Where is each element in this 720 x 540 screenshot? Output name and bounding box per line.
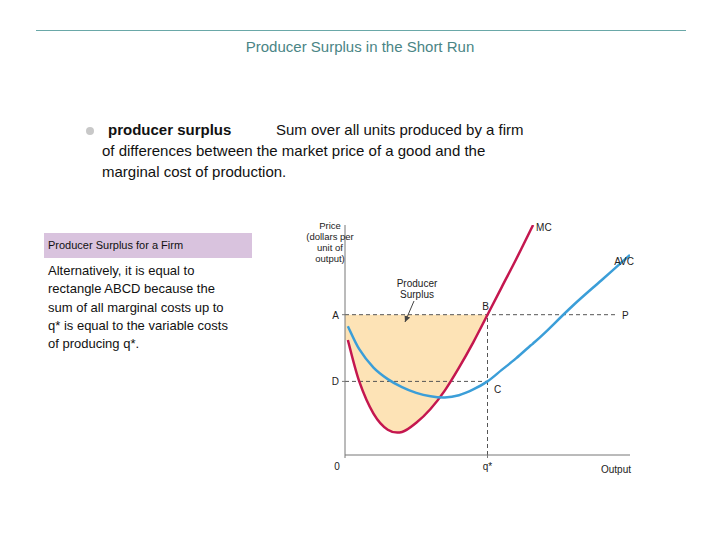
series-label: MC xyxy=(536,222,552,233)
x-tick xyxy=(487,455,488,458)
plot-area xyxy=(345,225,630,455)
point-label: B xyxy=(482,301,489,312)
slide-title: Producer Surplus in the Short Run xyxy=(0,38,720,55)
y-tick xyxy=(342,381,345,382)
area-label: Producer xyxy=(397,278,438,289)
box-text: rectangle ABCD because the xyxy=(48,281,215,296)
series-label: AVC xyxy=(614,256,634,267)
box-text: Alternatively, it is equal to xyxy=(48,263,194,278)
area-label: Surplus xyxy=(400,289,434,300)
bullet-term: producer surplus xyxy=(108,121,231,138)
series-line xyxy=(348,255,630,398)
top-rule xyxy=(36,30,686,31)
x-tick-label: q* xyxy=(483,461,493,472)
x-tick xyxy=(345,455,346,458)
chart: A D 0 q* Price(dollars perunit ofoutput) Outp… xyxy=(0,0,720,540)
avc-level-line xyxy=(345,381,488,382)
y-tick-label: A xyxy=(332,310,339,321)
bullet-definition: marginal cost of production. xyxy=(102,163,286,180)
y-axis-label: Price xyxy=(319,220,341,231)
y-axis-label: (dollars per xyxy=(306,231,354,242)
price-label: P xyxy=(622,310,629,321)
box-heading: Producer Surplus for a Firm xyxy=(44,233,252,258)
x-axis-label: Output xyxy=(601,464,631,475)
series-line xyxy=(348,225,533,433)
bullet-definition: of differences between the market price … xyxy=(102,142,485,159)
x-tick-label: 0 xyxy=(334,461,340,472)
y-tick-label: D xyxy=(332,376,339,387)
quantity-line xyxy=(487,315,488,455)
price-line xyxy=(345,314,615,315)
producer-surplus-area xyxy=(345,315,488,433)
y-axis-label: unit of xyxy=(317,242,343,253)
annotation-arrow xyxy=(405,301,414,322)
box-text: of producing q*. xyxy=(48,336,139,351)
y-tick xyxy=(342,314,345,315)
bullet-dot xyxy=(86,127,94,135)
bullet-definition: Sum over all units produced by a firm xyxy=(276,121,524,138)
point-label: C xyxy=(494,384,501,395)
box-text: q* is equal to the variable costs xyxy=(48,318,228,333)
y-axis-label: output) xyxy=(315,253,345,264)
box-text: sum of all marginal costs up to xyxy=(48,300,224,315)
